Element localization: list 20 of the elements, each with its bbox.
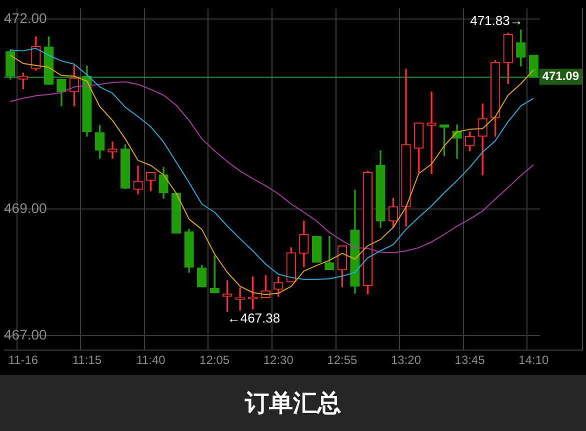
- candlestick: [324, 236, 334, 270]
- x-tick-label: 11:15: [72, 353, 102, 368]
- ref-line-label: 471.09: [542, 69, 580, 84]
- x-tick-label: 12:55: [327, 353, 358, 368]
- x-tick-label: 14:10: [518, 353, 549, 368]
- x-tick-label: 11-16: [8, 353, 38, 368]
- text: 订单汇总: [0, 375, 586, 431]
- annotation: ←467.38: [227, 310, 280, 326]
- candlestick: [108, 142, 118, 159]
- candlestick: [210, 256, 220, 293]
- y-tick-label: 472.00: [4, 10, 48, 26]
- x-tick-label: 13:20: [390, 353, 422, 368]
- x-tick-label: 11:40: [136, 353, 166, 368]
- annotation: 471.83→: [470, 13, 523, 28]
- x-tick-label: 12:05: [200, 353, 230, 368]
- y-tick-label: 467.00: [4, 326, 48, 343]
- x-tick-label: 12:30: [263, 353, 294, 368]
- candlestick: [426, 92, 436, 174]
- y-tick-label: 469.00: [4, 200, 48, 216]
- x-tick-label: 13:45: [454, 353, 486, 368]
